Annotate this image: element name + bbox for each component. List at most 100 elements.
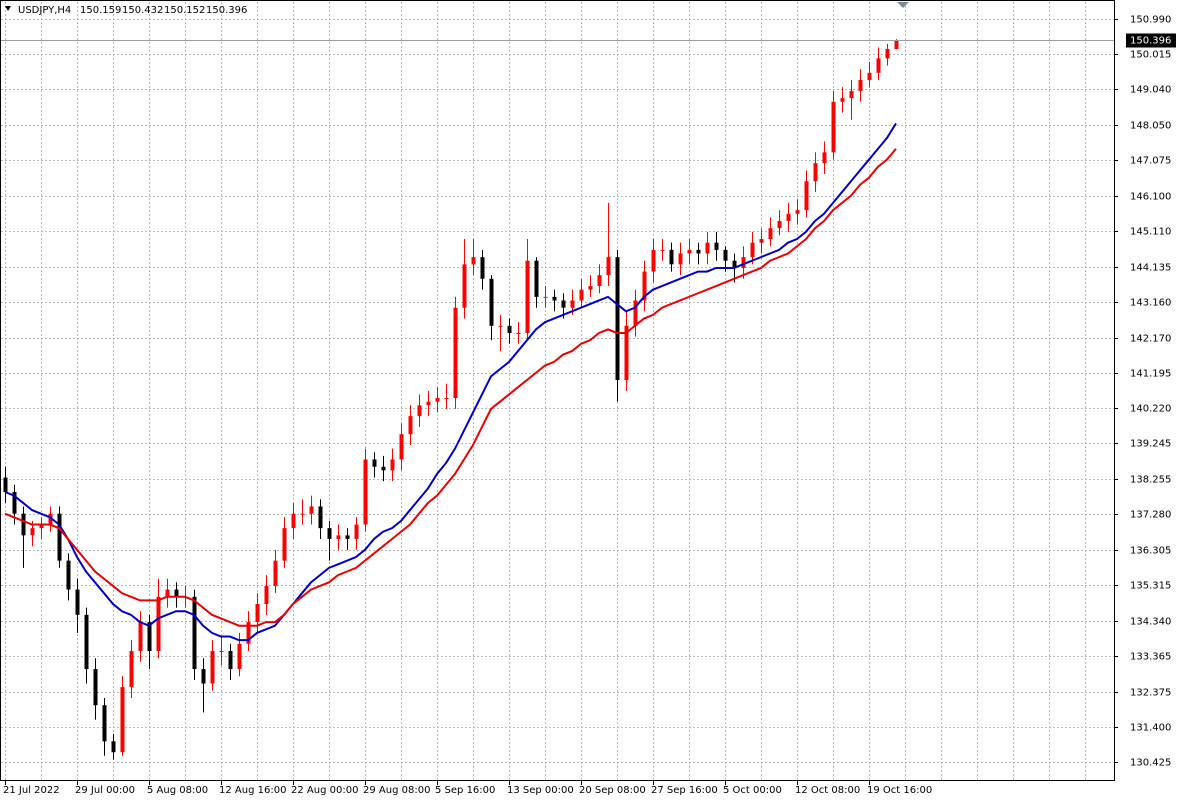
y-tick-label: 150.015 — [1130, 50, 1171, 61]
shift-marker — [897, 2, 909, 8]
y-tick-label: 149.040 — [1130, 85, 1171, 96]
y-tick-label: 142.170 — [1130, 334, 1171, 345]
candle-body — [534, 260, 539, 297]
y-tick-label: 132.375 — [1130, 688, 1171, 699]
candle-body — [813, 163, 818, 182]
y-tick-label: 143.160 — [1130, 298, 1171, 309]
header-high: 150.432 — [122, 5, 163, 16]
candle-body — [30, 528, 35, 536]
candle-body — [201, 669, 206, 684]
candle-body — [156, 596, 161, 651]
candle-body — [471, 257, 476, 265]
candle-body — [291, 513, 296, 529]
candle-body — [741, 257, 746, 268]
candle-body — [372, 459, 377, 467]
candle-body — [552, 296, 557, 301]
candle-body — [48, 513, 53, 525]
candle-body — [606, 257, 611, 276]
y-tick-label: 140.220 — [1130, 404, 1171, 415]
candle-body — [705, 242, 710, 254]
candle-body — [750, 242, 755, 258]
candle-body — [444, 398, 449, 400]
candle-body — [804, 181, 809, 211]
y-tick-label: 138.255 — [1130, 475, 1171, 486]
candle-body — [795, 210, 800, 214]
candle-body — [273, 560, 278, 586]
candle-body — [759, 239, 764, 243]
x-tick-label: 27 Sep 16:00 — [651, 785, 718, 796]
candle-body — [561, 300, 566, 308]
candle-body — [246, 622, 251, 644]
candle-body — [822, 152, 827, 164]
candle-body — [480, 257, 485, 279]
y-tick-label: 130.425 — [1130, 758, 1171, 769]
candle-body — [687, 249, 692, 254]
y-tick-label: 134.340 — [1130, 617, 1171, 628]
candle-body — [282, 528, 287, 561]
x-tick-label: 5 Oct 00:00 — [723, 785, 782, 796]
candle-body — [210, 650, 215, 684]
candle-body — [858, 80, 863, 91]
candle-body — [876, 58, 881, 73]
x-tick-label: 22 Aug 00:00 — [291, 785, 358, 796]
y-tick-label: 141.195 — [1130, 369, 1171, 380]
y-tick-label: 133.365 — [1130, 652, 1171, 663]
candle-body — [318, 506, 323, 529]
candle-body — [525, 260, 530, 334]
candle-body — [867, 72, 872, 81]
candle-body — [588, 286, 593, 290]
moving-average — [4, 148, 897, 627]
candle-body — [300, 513, 305, 515]
x-tick-label: 12 Oct 08:00 — [795, 785, 860, 796]
candle-body — [462, 264, 467, 308]
candle-body — [147, 622, 152, 651]
y-tick-label: 135.315 — [1130, 581, 1171, 592]
candle-body — [894, 40, 899, 50]
candle-body — [669, 249, 674, 265]
candle-body — [84, 614, 89, 670]
candle-body — [309, 506, 314, 514]
candle-body — [381, 466, 386, 471]
y-tick-label: 137.280 — [1130, 510, 1171, 521]
menu-arrow[interactable] — [5, 6, 11, 11]
x-tick-label: 5 Aug 08:00 — [147, 785, 208, 796]
candle-body — [777, 220, 782, 229]
candle-body — [768, 228, 773, 240]
candle-body — [264, 585, 269, 605]
candle-body — [579, 289, 584, 301]
candle-body — [615, 257, 620, 380]
plot-frame — [0, 0, 1115, 781]
x-tick-label: 29 Jul 00:00 — [75, 785, 135, 796]
y-tick-label: 148.050 — [1130, 121, 1171, 132]
moving-average — [4, 122, 897, 642]
candle-body — [354, 524, 359, 539]
candle-body — [138, 622, 143, 651]
candle-body — [237, 643, 242, 670]
candle-body — [363, 459, 368, 525]
y-tick-label: 147.075 — [1130, 156, 1171, 167]
candle-body — [516, 333, 521, 335]
candle-body — [714, 242, 719, 250]
candle-body — [93, 669, 98, 706]
candle-body — [255, 604, 260, 623]
header-open: 150.159 — [80, 5, 121, 16]
candle-body — [345, 535, 350, 539]
candle-body — [732, 260, 737, 268]
candle-body — [642, 271, 647, 301]
candle-body — [624, 325, 629, 380]
chart-title: USDJPY,H4 — [18, 5, 71, 16]
candle-body — [840, 98, 845, 102]
candle-body — [228, 650, 233, 670]
candle-body — [399, 434, 404, 460]
header-close: 150.396 — [206, 5, 247, 16]
candle-body — [390, 459, 395, 471]
price-label-bg — [1126, 33, 1176, 48]
candle-body — [597, 275, 602, 287]
candle-body — [678, 253, 683, 265]
candle-body — [651, 249, 656, 272]
candle-body — [885, 49, 890, 59]
candle-body — [435, 398, 440, 402]
x-tick-label: 12 Aug 16:00 — [219, 785, 286, 796]
x-tick-label: 5 Sep 16:00 — [435, 785, 495, 796]
